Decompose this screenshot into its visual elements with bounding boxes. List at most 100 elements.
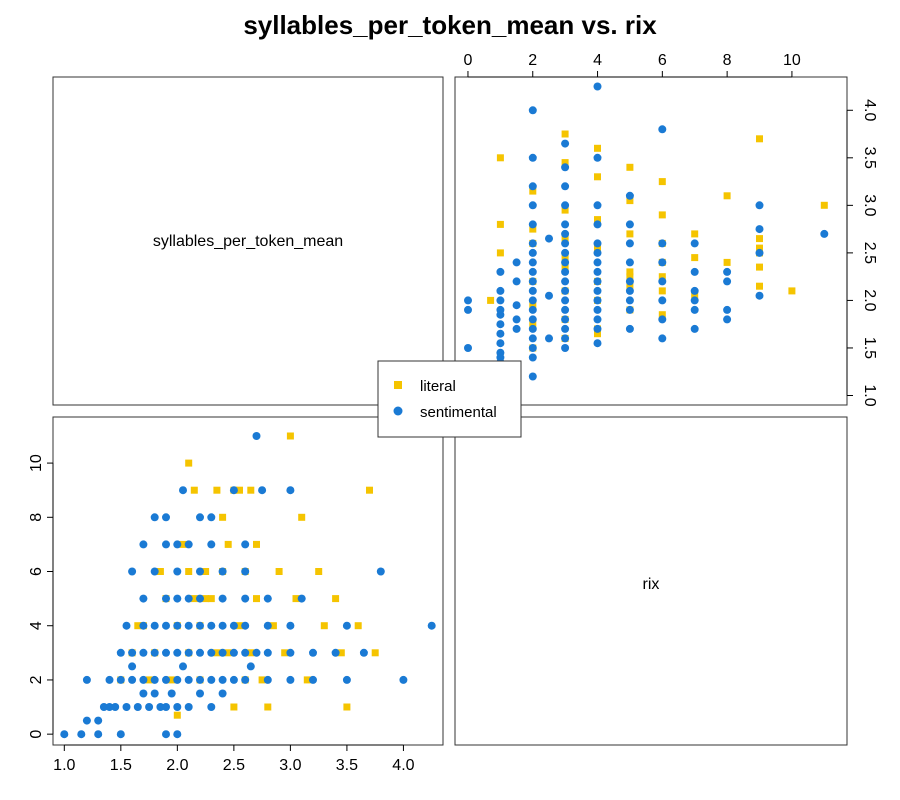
data-point-sentimental — [128, 662, 137, 671]
data-point-literal — [190, 486, 198, 494]
data-point-sentimental — [496, 339, 505, 348]
top-axis-tick-label: 2 — [528, 52, 537, 69]
data-point-sentimental — [128, 567, 137, 576]
data-point-sentimental — [342, 621, 351, 630]
data-point-sentimental — [376, 567, 385, 576]
top-axis-tick-label: 6 — [658, 52, 667, 69]
data-point-literal — [219, 513, 227, 521]
data-point-literal — [626, 163, 634, 171]
data-point-sentimental — [263, 648, 272, 657]
data-point-sentimental — [218, 567, 227, 576]
data-point-sentimental — [241, 675, 250, 684]
data-point-sentimental — [116, 675, 125, 684]
legend-label-literal: literal — [420, 378, 456, 395]
data-point-sentimental — [184, 648, 193, 657]
data-point-sentimental — [150, 513, 159, 522]
left-axis-tick-label: 10 — [28, 454, 45, 472]
data-point-literal — [315, 568, 323, 575]
data-point-sentimental — [241, 567, 250, 576]
data-point-literal — [247, 649, 255, 657]
data-point-sentimental — [162, 648, 170, 657]
data-point-literal — [236, 486, 243, 494]
data-point-sentimental — [593, 201, 602, 210]
data-point-sentimental — [173, 594, 182, 603]
data-point-sentimental — [94, 730, 103, 739]
bottom-axis-tick-label: 4.0 — [392, 757, 414, 774]
data-point-sentimental — [528, 248, 537, 257]
data-point-literal — [496, 220, 504, 228]
data-point-sentimental — [116, 648, 125, 657]
data-point-sentimental — [105, 703, 114, 711]
data-point-sentimental — [625, 277, 634, 286]
data-point-sentimental — [218, 594, 227, 603]
data-point-sentimental — [658, 277, 667, 286]
data-point-sentimental — [196, 621, 204, 630]
data-point-literal — [594, 144, 601, 152]
data-point-sentimental — [690, 324, 699, 333]
data-point-sentimental — [184, 675, 193, 684]
data-point-sentimental — [139, 540, 148, 549]
data-point-sentimental — [196, 648, 204, 657]
data-point-sentimental — [496, 353, 505, 362]
top-axis-tick-label: 8 — [723, 52, 732, 69]
data-point-sentimental — [286, 621, 295, 630]
bottom-axis-tick-label: 2.0 — [166, 757, 188, 774]
bottom-left-scatter — [60, 432, 436, 739]
data-point-sentimental — [162, 594, 170, 603]
data-point-literal — [820, 201, 828, 209]
data-point-sentimental — [625, 296, 634, 305]
data-point-sentimental — [658, 315, 667, 324]
data-point-literal — [723, 192, 731, 200]
data-point-sentimental — [755, 248, 764, 257]
data-point-literal — [756, 244, 763, 252]
data-point-literal — [343, 703, 351, 711]
right-axis-tick-label: 3.5 — [861, 147, 878, 169]
data-point-sentimental — [561, 315, 570, 324]
legend-box — [377, 360, 522, 438]
data-point-sentimental — [625, 258, 634, 267]
data-point-sentimental — [512, 301, 521, 310]
right-axis-tick-label: 4.0 — [861, 99, 878, 121]
chart-title: syllables_per_token_mean vs. rix — [243, 10, 657, 40]
data-point-sentimental — [331, 648, 340, 657]
data-point-literal — [529, 301, 537, 309]
data-point-literal — [626, 273, 634, 281]
data-point-literal — [691, 254, 699, 262]
data-point-literal — [756, 263, 763, 271]
data-point-literal — [224, 540, 232, 548]
data-point-sentimental — [625, 324, 634, 333]
data-point-literal — [658, 273, 666, 281]
right-axis-tick-label: 1.0 — [861, 384, 878, 406]
top-right-scatter — [464, 82, 829, 400]
data-point-literal — [230, 703, 238, 711]
data-point-sentimental — [561, 182, 570, 191]
data-point-sentimental — [561, 139, 570, 148]
data-point-sentimental — [561, 229, 570, 238]
data-point-sentimental — [561, 258, 570, 267]
data-point-sentimental — [593, 305, 602, 314]
data-point-sentimental — [561, 201, 570, 210]
data-point-sentimental — [145, 703, 154, 711]
data-point-sentimental — [162, 730, 170, 739]
right-axis-tick-label: 1.5 — [861, 337, 878, 359]
data-point-sentimental — [561, 334, 570, 343]
data-point-sentimental — [723, 315, 732, 324]
data-point-sentimental — [139, 675, 148, 684]
data-point-sentimental — [150, 621, 159, 630]
data-point-sentimental — [179, 486, 187, 495]
data-point-sentimental — [359, 648, 368, 657]
data-point-sentimental — [561, 305, 570, 314]
data-point-sentimental — [658, 334, 667, 343]
data-point-sentimental — [593, 239, 602, 248]
data-point-literal — [529, 320, 537, 328]
data-point-literal — [594, 216, 601, 224]
data-point-literal — [487, 296, 495, 304]
data-point-literal — [594, 173, 601, 181]
data-point-sentimental — [128, 675, 137, 684]
data-point-sentimental — [196, 689, 204, 698]
data-point-sentimental — [207, 648, 216, 657]
data-point-sentimental — [593, 82, 602, 91]
data-point-sentimental — [496, 320, 505, 329]
data-point-sentimental — [162, 513, 170, 522]
data-point-sentimental — [173, 567, 182, 576]
